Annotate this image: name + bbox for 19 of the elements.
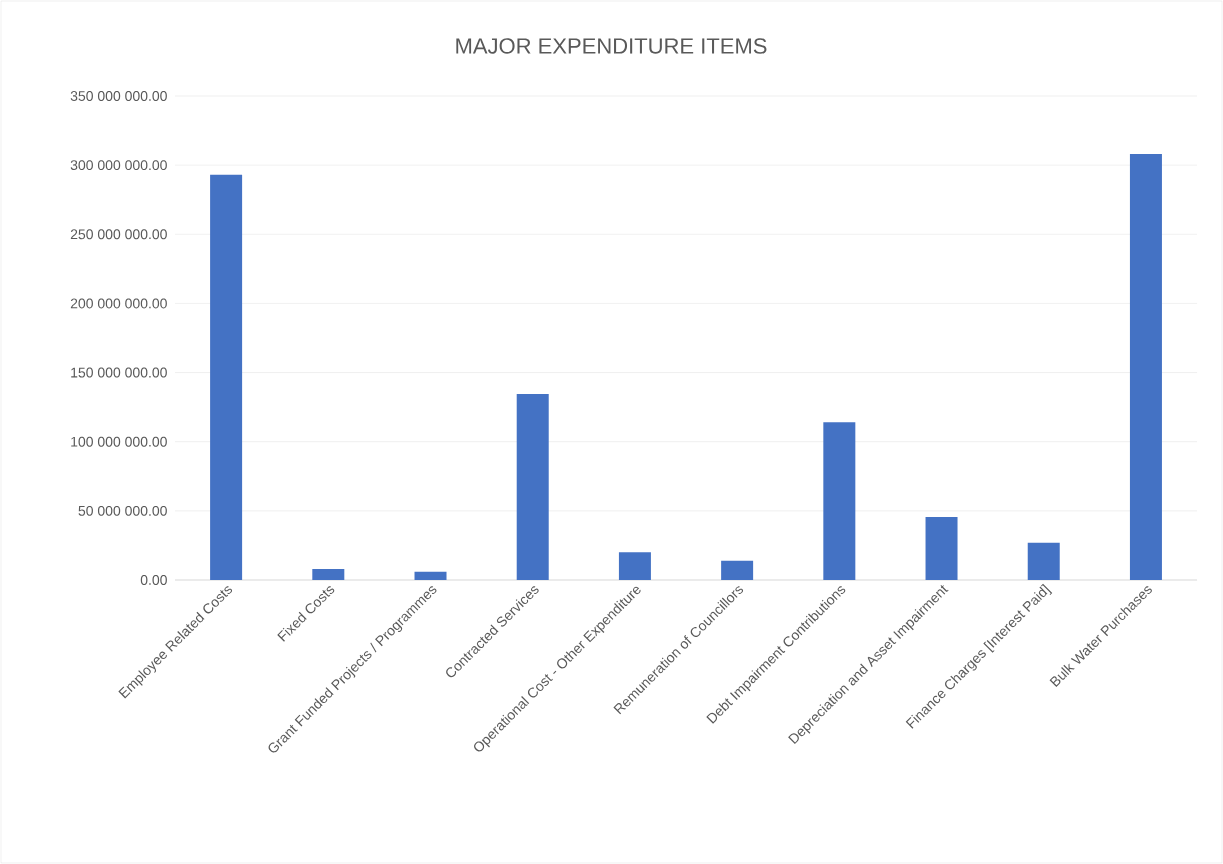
y-tick-label: 250 000 000.00 [70, 229, 167, 240]
bar [618, 552, 651, 580]
bar [925, 517, 958, 580]
y-tick-label: 200 000 000.00 [70, 298, 167, 309]
y-tick-label: 50 000 000.00 [78, 505, 167, 516]
y-tick-label: 100 000 000.00 [71, 436, 167, 447]
y-tick-label: 300 000 000.00 [70, 160, 167, 171]
y-tick-label: 150 000 000.00 [71, 367, 167, 378]
bar [721, 560, 754, 580]
chart-title: MAJOR EXPENDITURE ITEMS [456, 38, 767, 54]
y-tick-label: 350 000 000.00 [70, 91, 167, 101]
bar [1129, 154, 1162, 580]
bar [1027, 542, 1060, 580]
y-tick-label: 0.00 [140, 575, 167, 585]
bar [210, 174, 243, 580]
bar [312, 568, 345, 580]
bar [516, 393, 549, 580]
bar [414, 571, 447, 580]
bar [823, 422, 856, 580]
